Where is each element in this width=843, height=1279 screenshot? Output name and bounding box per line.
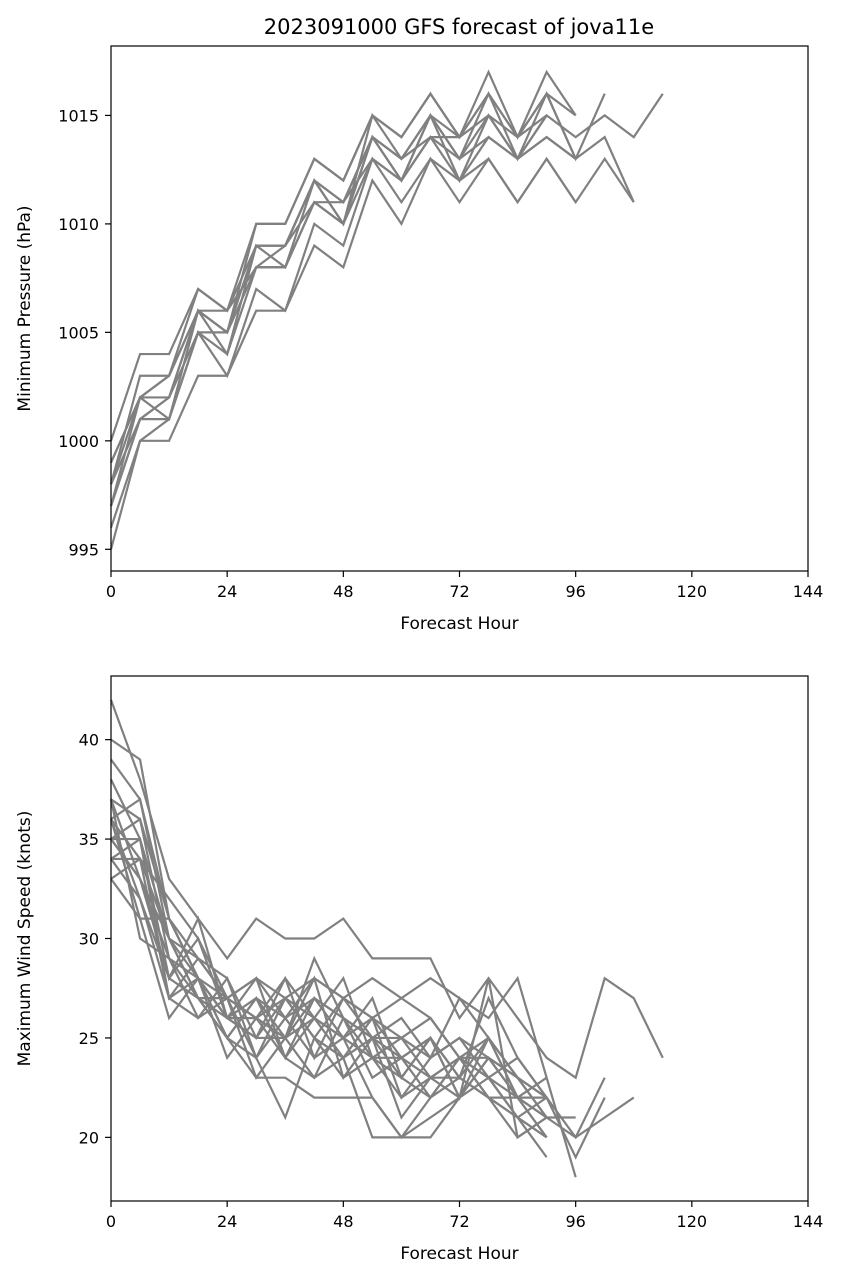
wind-series-line-8 — [110, 817, 548, 1099]
wind-y-tick-label-2: 30 — [79, 930, 99, 949]
wind-y-tick-label-1: 25 — [79, 1029, 99, 1048]
wind-x-tick-label-5: 120 — [677, 1212, 708, 1231]
pressure-y-tick-label-2: 1005 — [58, 323, 99, 342]
pressure-x-tick-label-0: 0 — [106, 582, 116, 601]
wind-y-tick-label-3: 35 — [79, 830, 99, 849]
wind-series-line-16 — [109, 818, 548, 1139]
chart-title: 2023091000 GFS forecast of jova11e — [264, 15, 654, 39]
wind-series-line-2 — [110, 758, 635, 1139]
pressure-series-line-4 — [109, 135, 635, 507]
wind-y-tick-label-0: 20 — [79, 1128, 99, 1147]
wind-series-line-18 — [109, 798, 548, 1119]
pressure-chart: 0 24 48 72 96 120 144 995 1000 1005 1010 1015 Foreca… — [15, 45, 824, 634]
pressure-series-line-0 — [109, 91, 664, 442]
wind-x-tick-label-6: 144 — [793, 1212, 824, 1231]
pressure-y-tick-label-4: 1015 — [58, 106, 99, 125]
pressure-series-line-5 — [109, 135, 577, 528]
pressure-series-line-6 — [109, 156, 577, 550]
wind-series-line-1 — [110, 738, 577, 1178]
pressure-y-tick-label-0: 995 — [68, 540, 99, 559]
wind-series-line-15 — [111, 857, 548, 1100]
pressure-x-tick-label-5: 120 — [677, 582, 708, 601]
wind-axes-frame — [110, 675, 809, 1202]
wind-x-axis-label: Forecast Hour — [400, 1244, 518, 1264]
wind-x-tick-label-3: 72 — [449, 1212, 469, 1231]
wind-x-tick-label-4: 96 — [565, 1212, 585, 1231]
wind-y-axis-label: Maximum Wind Speed (knots) — [15, 811, 35, 1067]
pressure-axes-frame — [110, 45, 809, 572]
wind-series-line-0 — [109, 699, 664, 1080]
wind-x-tick-label-1: 24 — [217, 1212, 237, 1231]
pressure-series-line-8 — [109, 91, 577, 463]
wind-series-line-17 — [111, 837, 548, 1119]
wind-x-tick-label-0: 0 — [106, 1212, 116, 1231]
wind-series-line-6 — [110, 797, 548, 1158]
wind-series-line-19 — [110, 857, 547, 1100]
pressure-series-line-2 — [109, 91, 606, 485]
pressure-series-line-10 — [109, 91, 577, 507]
wind-y-tick-label-4: 40 — [79, 731, 99, 750]
wind-x-tick-label-2: 48 — [333, 1212, 353, 1231]
pressure-y-tick-label-3: 1010 — [58, 215, 99, 234]
pressure-x-tick-label-1: 24 — [217, 582, 237, 601]
wind-speed-chart: 0 24 48 72 96 120 144 20 25 30 35 40 Forecast Hour Ma… — [15, 675, 824, 1264]
wind-series-line-3 — [110, 778, 606, 1139]
pressure-x-tick-label-3: 72 — [449, 582, 469, 601]
pressure-y-axis-label: Minimum Pressure (hPa) — [15, 205, 35, 411]
pressure-x-axis-label: Forecast Hour — [400, 614, 518, 634]
pressure-series-line-7 — [109, 113, 548, 507]
pressure-y-tick-label-1: 1000 — [58, 432, 99, 451]
wind-series-line-13 — [109, 818, 548, 1139]
pressure-x-tick-label-6: 144 — [793, 582, 824, 601]
wind-series-line-12 — [109, 799, 548, 1119]
pressure-x-tick-label-2: 48 — [333, 582, 353, 601]
pressure-x-tick-label-4: 96 — [565, 582, 585, 601]
wind-series-line-4 — [110, 798, 576, 1140]
pressure-series-line-1 — [109, 113, 635, 463]
